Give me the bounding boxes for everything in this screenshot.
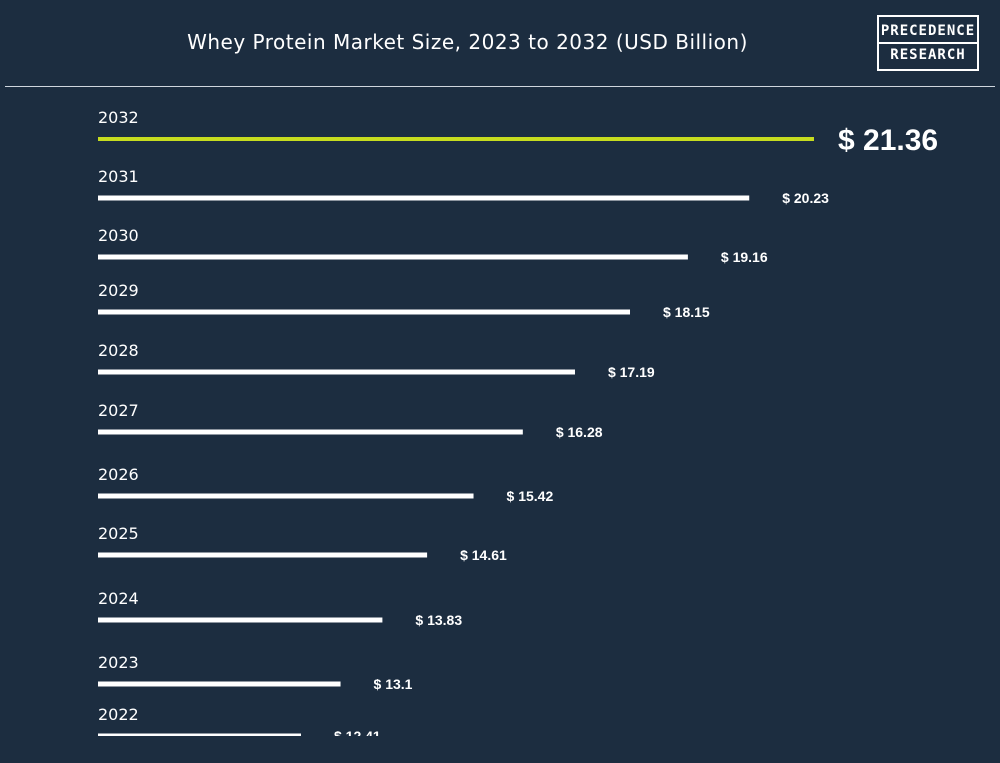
value-label-2028: $ 17.19: [608, 364, 655, 380]
category-label-2030: 2030: [98, 226, 139, 245]
category-label-2022: 2022: [98, 705, 139, 724]
category-label-2032: 2032: [98, 108, 139, 127]
bar-2024: [98, 617, 383, 623]
bar-2032: [98, 137, 814, 141]
value-label-2032: $ 21.36: [838, 124, 938, 157]
bar-2031: [98, 195, 750, 201]
category-label-2026: 2026: [98, 465, 139, 484]
category-label-2027: 2027: [98, 401, 139, 420]
bar-2026: [98, 493, 474, 499]
bar-2028: [98, 369, 575, 375]
logo-text-line1: PRECEDENCE: [880, 23, 976, 39]
value-label-2030: $ 19.16: [721, 249, 768, 265]
value-label-2023: $ 13.1: [374, 676, 413, 692]
bar-2030: [98, 254, 688, 260]
category-label-2029: 2029: [98, 281, 139, 300]
value-label-2026: $ 15.42: [507, 488, 554, 504]
category-label-2031: 2031: [98, 167, 139, 186]
bar-2025: [98, 552, 428, 558]
value-label-2029: $ 18.15: [663, 304, 710, 320]
category-label-2024: 2024: [98, 589, 139, 608]
value-label-2027: $ 16.28: [556, 424, 603, 440]
category-label-2023: 2023: [98, 653, 139, 672]
value-label-2031: $ 20.23: [782, 190, 829, 206]
value-label-2025: $ 14.61: [460, 547, 507, 563]
bar-2023: [98, 681, 341, 687]
category-label-2028: 2028: [98, 341, 139, 360]
bottom-edge: [0, 736, 1000, 763]
header-divider: [5, 86, 995, 87]
precedence-research-logo: PRECEDENCE RESEARCH: [877, 15, 979, 71]
bar-2027: [98, 429, 523, 435]
category-label-2025: 2025: [98, 524, 139, 543]
value-label-2024: $ 13.83: [415, 612, 462, 628]
chart-title: Whey Protein Market Size, 2023 to 2032 (…: [187, 30, 748, 54]
logo-text-line2: RESEARCH: [879, 42, 977, 66]
bar-2029: [98, 309, 631, 315]
